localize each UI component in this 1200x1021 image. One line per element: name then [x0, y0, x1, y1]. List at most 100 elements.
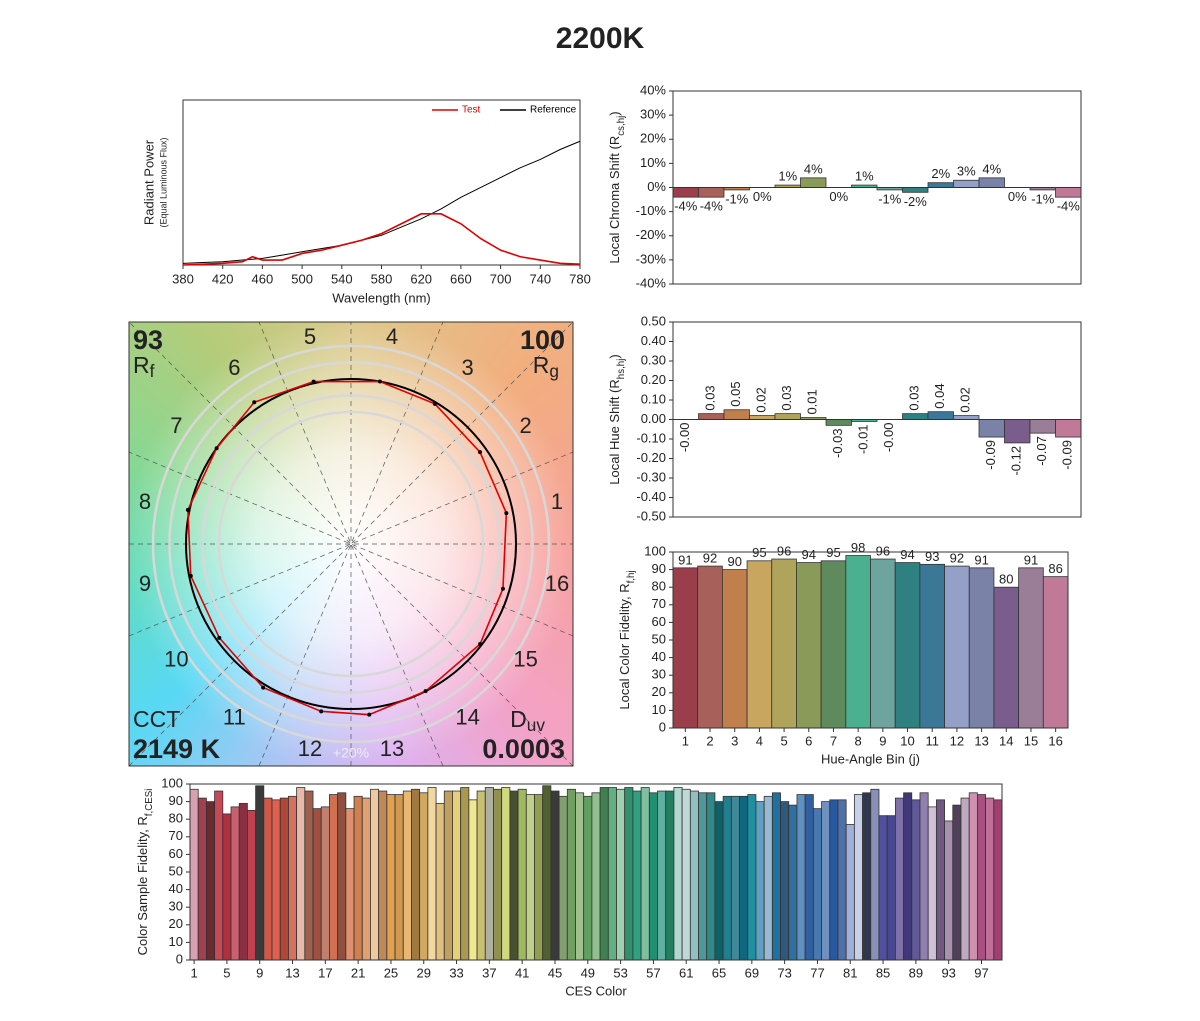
x-tick-label: 45 — [548, 965, 562, 980]
value-label: 91 — [678, 552, 692, 567]
bar — [927, 806, 937, 961]
bar — [706, 792, 716, 961]
bin-divider — [128, 451, 574, 637]
plot-frame — [672, 90, 1082, 285]
x-tick-label: 21 — [351, 965, 365, 980]
y-tick-label: 20 — [169, 916, 183, 931]
y-axis-label-part: f,hj — [626, 570, 637, 583]
bar — [427, 787, 437, 961]
bar — [820, 560, 847, 729]
bar — [976, 794, 986, 961]
bar — [206, 801, 216, 961]
x-tick-label: 3 — [731, 733, 738, 748]
x-tick-label: 11 — [925, 733, 939, 748]
y-tick-label: 20% — [640, 131, 666, 146]
bar — [894, 562, 921, 729]
value-label: 95 — [752, 545, 766, 560]
rf-value: 93 — [133, 325, 163, 355]
duv-symbol-part: D — [510, 706, 527, 732]
bar — [698, 413, 725, 420]
bar — [714, 801, 724, 961]
y-tick-label: 20 — [652, 684, 666, 699]
x-tick-label: 29 — [417, 965, 431, 980]
test-point — [311, 379, 316, 384]
value-label: 0.03 — [779, 385, 794, 410]
bar — [1004, 419, 1031, 444]
bar — [1042, 576, 1069, 729]
x-tick-label: 25 — [384, 965, 398, 980]
x-tick-label: 69 — [745, 965, 759, 980]
y-axis-label-part: Color Sample Fidelity, R — [135, 816, 150, 955]
y-tick-label: -0.10 — [636, 430, 666, 445]
bar — [337, 792, 347, 961]
bar — [672, 567, 699, 729]
bar — [721, 569, 748, 729]
y-tick-label: 10% — [640, 155, 666, 170]
y-tick-label: 30% — [640, 107, 666, 122]
value-label: -0.07 — [1034, 436, 1049, 466]
bar — [443, 790, 453, 961]
bar — [534, 794, 544, 961]
x-tick-label: 5 — [780, 733, 787, 748]
bar — [870, 788, 880, 961]
bar — [1055, 187, 1082, 198]
plot-frame — [182, 99, 581, 266]
bar — [320, 806, 330, 961]
reference-circle — [185, 378, 517, 710]
bar — [607, 787, 617, 961]
bar — [460, 787, 470, 961]
x-tick-label: 700 — [490, 271, 512, 286]
bar — [821, 801, 831, 961]
bar — [812, 808, 822, 961]
bar — [222, 813, 232, 961]
x-tick-label: 16 — [1048, 733, 1062, 748]
y-axis-label: (Equal Luminous Flux) — [158, 137, 168, 227]
bar — [902, 413, 929, 420]
bar — [681, 788, 691, 961]
bar — [730, 795, 740, 961]
bar — [825, 419, 852, 426]
value-label: -4% — [674, 199, 698, 214]
bar — [763, 795, 773, 961]
y-tick-label: -20% — [636, 227, 667, 242]
x-tick-label: 500 — [291, 271, 313, 286]
bar — [796, 562, 822, 729]
bar — [800, 177, 827, 188]
test-point — [504, 511, 509, 516]
bar — [386, 794, 396, 961]
y-axis-label: Radiant Power — [141, 139, 156, 225]
y-axis-label: Color Sample Fidelity, Rf,CESi — [135, 789, 154, 956]
bar — [978, 177, 1005, 188]
x-tick-label: 93 — [941, 965, 955, 980]
bar — [542, 785, 552, 961]
bar — [746, 560, 773, 729]
bar — [583, 795, 593, 961]
bar — [378, 790, 388, 961]
bar — [722, 795, 732, 961]
bar — [953, 179, 980, 188]
duv-value: 0.0003 — [482, 734, 565, 764]
value-label: 92 — [950, 551, 964, 566]
bin-label: 15 — [513, 646, 537, 671]
y-tick-label: 60 — [169, 846, 183, 861]
test-point — [261, 685, 266, 690]
x-tick-label: 8 — [855, 733, 862, 748]
bin-label: 1 — [551, 489, 563, 514]
bar — [878, 815, 888, 961]
y-tick-label: 70 — [652, 596, 666, 611]
y-tick-label: 0 — [176, 951, 183, 966]
bar — [304, 790, 314, 961]
value-label: 96 — [876, 543, 890, 558]
bar — [263, 797, 273, 961]
bar — [476, 790, 486, 961]
value-label: 92 — [703, 551, 717, 566]
y-tick-label: 100 — [644, 543, 666, 558]
x-tick-label: 420 — [212, 271, 234, 286]
bar — [960, 797, 970, 961]
value-label: 94 — [802, 547, 816, 562]
bin-label: 2 — [519, 413, 531, 438]
bin-label: 4 — [386, 324, 398, 349]
bin-label: 12 — [298, 736, 322, 761]
x-tick-label: 9 — [256, 965, 263, 980]
test-point — [377, 379, 382, 384]
